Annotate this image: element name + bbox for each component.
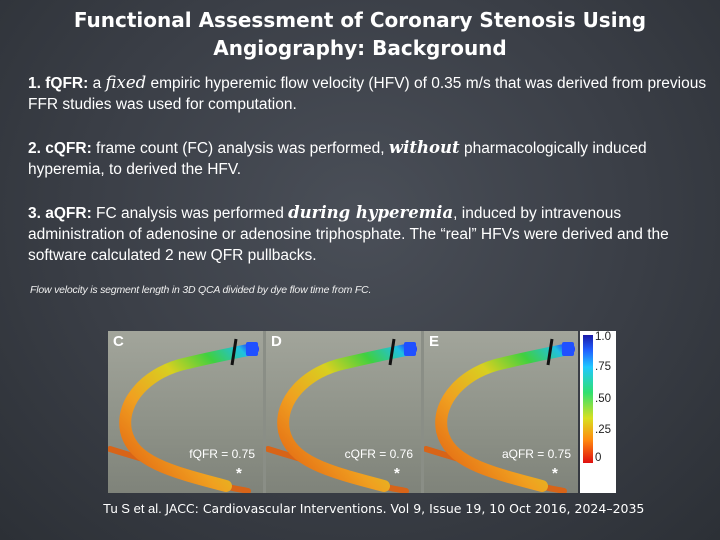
item-fqfr: 1. fQFR: a fixed empiric hyperemic flow … bbox=[28, 72, 710, 115]
qfr-value: cQFR = 0.76 bbox=[344, 447, 413, 461]
item-label: 1. fQFR: bbox=[28, 75, 89, 92]
title-line-1: Functional Assessment of Coronary Stenos… bbox=[73, 8, 647, 32]
item-text-post: pharmacologically induced hyperemia, to … bbox=[28, 140, 647, 178]
panel-label: E bbox=[429, 333, 440, 350]
item-text-pre: a bbox=[88, 75, 106, 92]
vessel-image bbox=[424, 338, 575, 493]
item-text-pre: FC analysis was performed bbox=[91, 205, 289, 222]
citation-authors: Tu S et al. bbox=[103, 501, 166, 516]
scale-tick: .75 bbox=[595, 361, 611, 373]
color-scale-bar bbox=[583, 335, 593, 463]
stenosis-marker: * bbox=[394, 465, 400, 482]
item-emphasis: without bbox=[388, 138, 460, 157]
panel-d: D cQFR = 0.76 * bbox=[266, 331, 421, 493]
qfr-figure: C fQFR = 0.75 * D cQFR = 0.76 * E aQFR =… bbox=[108, 331, 578, 493]
item-text-post: empiric hyperemic flow velocity (HFV) of… bbox=[28, 75, 707, 113]
panel-c: C fQFR = 0.75 * bbox=[108, 331, 263, 493]
qfr-value: aQFR = 0.75 bbox=[501, 447, 571, 461]
vessel-image bbox=[266, 338, 417, 493]
scale-tick: 0 bbox=[595, 452, 602, 464]
citation: Tu S et al. JACC: Cardiovascular Interve… bbox=[103, 501, 644, 516]
title-line-2: Angiography: Background bbox=[213, 36, 507, 60]
item-label: 2. cQFR: bbox=[28, 140, 92, 157]
panel-e: E aQFR = 0.75 * bbox=[424, 331, 578, 493]
item-label: 3. aQFR: bbox=[28, 205, 92, 222]
item-cqfr: 2. cQFR: frame count (FC) analysis was p… bbox=[28, 137, 710, 180]
citation-journal: JACC: Cardiovascular Interventions. Vol … bbox=[165, 501, 645, 516]
qfr-value: fQFR = 0.75 bbox=[189, 447, 255, 461]
scale-tick: .25 bbox=[595, 424, 611, 436]
panel-label: C bbox=[113, 333, 124, 350]
item-text-pre: frame count (FC) analysis was performed, bbox=[91, 140, 389, 157]
footnote: Flow velocity is segment length in 3D QC… bbox=[30, 284, 372, 296]
stenosis-marker: * bbox=[236, 465, 242, 482]
stenosis-marker: * bbox=[552, 465, 558, 482]
item-aqfr: 3. aQFR: FC analysis was performed durin… bbox=[28, 202, 710, 266]
panel-label: D bbox=[271, 333, 282, 350]
item-text-post: , induced by intravenous administration … bbox=[28, 205, 669, 264]
item-emphasis: fixed bbox=[105, 73, 147, 92]
slide-title: Functional Assessment of Coronary Stenos… bbox=[0, 6, 720, 62]
item-emphasis: during hyperemia bbox=[288, 203, 454, 222]
color-scale-legend: 1.0 .75 .50 .25 0 bbox=[580, 331, 616, 493]
vessel-image bbox=[108, 338, 259, 493]
scale-tick: 1.0 bbox=[595, 331, 611, 343]
scale-tick: .50 bbox=[595, 393, 611, 405]
